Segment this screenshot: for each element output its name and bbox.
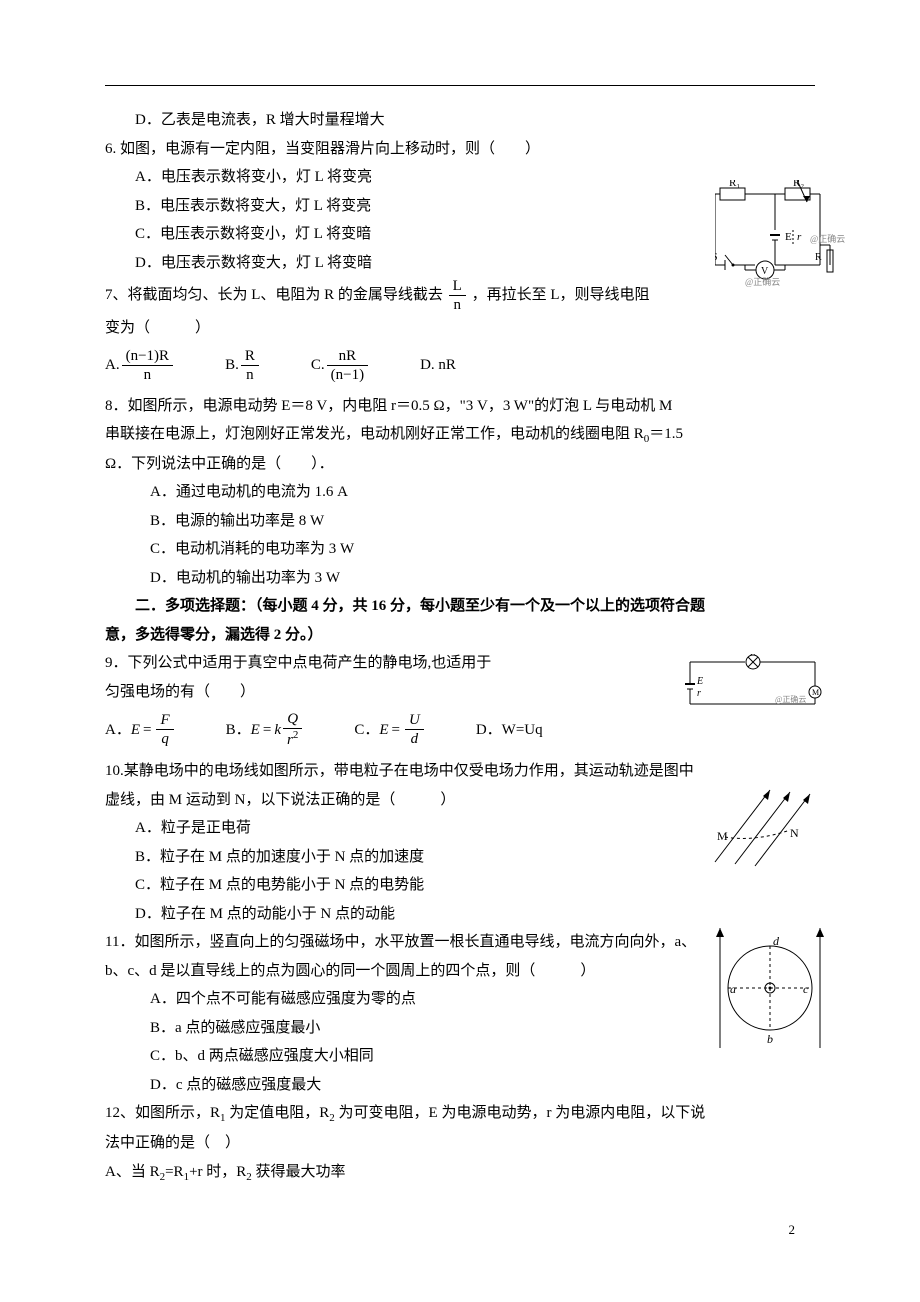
q9-option-c: C． E = U d	[354, 710, 426, 749]
q7-options: A. (n−1)R n B. R n C. nR (n−1) D. nR	[105, 347, 815, 384]
label-n: N	[790, 826, 799, 840]
q11-option-d: D．c 点的磁感应强度最大	[105, 1071, 815, 1100]
label-c: c	[803, 982, 809, 996]
q10-field-figure: M N	[705, 782, 825, 872]
label-r2: R₂	[793, 180, 804, 189]
q12-line2: 法中正确的是（ ）	[105, 1129, 815, 1158]
q7-option-d: D. nR	[420, 347, 456, 384]
label-s: S	[715, 252, 718, 263]
label-l: L	[750, 654, 756, 657]
q8-line3: Ω．下列说法中正确的是（ ）．	[105, 450, 815, 479]
q9-options: A． E = F q B． E = k Q r2 C． E = U d D．W=…	[105, 710, 815, 749]
label-r: r	[797, 231, 802, 243]
label-e2: E	[696, 676, 703, 687]
q10-block: 10.某静电场中的电场线如图所示，带电粒子在电场中仅受电场力作用，其运动轨迹是图…	[105, 757, 815, 928]
q8-line2: 串联接在电源上，灯泡刚好正常发光，电动机刚好正常工作，电动机的线圈电阻 R0＝1…	[105, 420, 815, 450]
section2-cont: 意，多选得零分，漏选得 2 分。）	[105, 621, 815, 650]
q7-stem-line1: 7、将截面均匀、长为 L、电阻为 R 的金属导线截去 L n ，再拉长至 L，则…	[105, 277, 815, 314]
label-v: V	[761, 266, 769, 277]
label-b: b	[767, 1032, 773, 1046]
q10-option-c: C．粒子在 M 点的电势能小于 N 点的电势能	[105, 871, 815, 900]
q7-stem-before: 7、将截面均匀、长为 L、电阻为 R 的金属导线截去	[105, 287, 443, 303]
label-r1: R₁	[729, 180, 740, 189]
page-number: 2	[105, 1218, 815, 1243]
q11-block: 11．如图所示，竖直向上的匀强磁场中，水平放置一根长直通电导线，电流方向向外，a…	[105, 928, 815, 1099]
q7-stem-after: ，再拉长至 L，则导线电阻	[472, 287, 650, 303]
label-a: a	[730, 982, 736, 996]
section2-title: 二．多项选择题：（每小题 4 分，共 16 分，每小题至少有一个及一个以上的选项…	[105, 592, 815, 621]
label-r2b: r	[697, 688, 701, 699]
q6-option-a: A．电压表示数将变小，灯 L 将变亮	[105, 163, 815, 192]
q8-option-c: C．电动机消耗的电功率为 3 W	[105, 535, 815, 564]
q8-option-b: B．电源的输出功率是 8 W	[105, 507, 815, 536]
q12-option-a: A、当 R2=R1+r 时，R2 获得最大功率	[105, 1158, 815, 1188]
q12-line1: 12、如图所示，R1 为定值电阻，R2 为可变电阻，E 为电源电动势，r 为电源…	[105, 1099, 815, 1129]
q6-option-c: C．电压表示数将变小，灯 L 将变暗	[105, 220, 815, 249]
q9-option-b: B． E = k Q r2	[226, 710, 305, 749]
q7-option-a: A. (n−1)R n	[105, 347, 175, 384]
label-d: d	[773, 934, 780, 948]
q7-option-c: C. nR (n−1)	[311, 347, 370, 384]
q7-frac-Ln: L n	[449, 277, 466, 314]
q9-option-a: A． E = F q	[105, 710, 176, 749]
q7-option-b: B. R n	[225, 347, 261, 384]
q9-block: 9．下列公式中适用于真空中点电荷产生的静电场,也适用于 匀强电场的有（ ） L …	[105, 649, 815, 706]
q8-line1: 8．如图所示，电源电动势 E＝8 V，内电阻 r＝0.5 Ω，"3 V，3 W"…	[105, 392, 815, 421]
watermark-3: @正确云	[775, 694, 806, 704]
q6-stem: 6. 如图，电源有一定内阻，当变阻器滑片向上移动时，则（ ）	[105, 135, 815, 164]
label-m: M	[812, 688, 819, 697]
watermark-2: @正确云	[745, 276, 780, 287]
q5-option-d: D．乙表是电流表，R 增大时量程增大	[105, 106, 815, 135]
q8-option-d: D．电动机的输出功率为 3 W	[105, 564, 815, 593]
q11-magnet-figure: a c d b	[705, 923, 835, 1053]
q9-circuit-figure: L M E r @正确云	[685, 654, 825, 709]
top-rule	[105, 85, 815, 86]
label-rvar: R	[815, 252, 822, 263]
watermark-1: @正确云	[810, 233, 845, 244]
label-m2: M	[717, 829, 728, 843]
q9-option-d: D．W=Uq	[476, 710, 543, 749]
q6-circuit-figure: R₁ R₂ E r S V	[715, 180, 875, 310]
q6-option-d: D．电压表示数将变大，灯 L 将变暗	[105, 249, 815, 278]
q8-option-a: A．通过电动机的电流为 1.6 A	[105, 478, 815, 507]
q6-option-b: B．电压表示数将变大，灯 L 将变亮	[105, 192, 815, 221]
q7-stem-line2: 变为（ ）	[105, 314, 815, 343]
q6-block: 6. 如图，电源有一定内阻，当变阻器滑片向上移动时，则（ ） A．电压表示数将变…	[105, 135, 815, 278]
label-e: E	[785, 231, 792, 243]
